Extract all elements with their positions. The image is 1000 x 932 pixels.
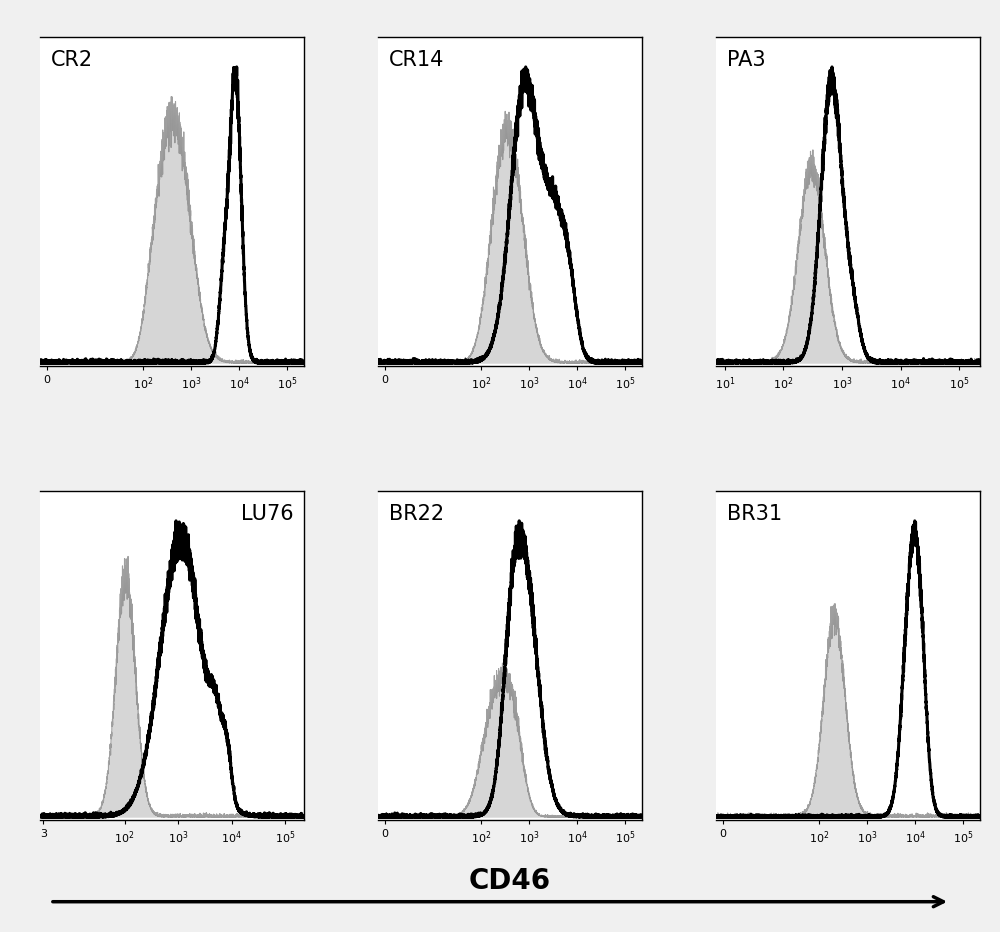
Text: BR22: BR22	[389, 504, 444, 525]
Text: CD46: CD46	[469, 867, 551, 895]
Text: PA3: PA3	[727, 50, 765, 71]
Text: CR14: CR14	[389, 50, 444, 71]
Text: LU76: LU76	[241, 504, 293, 525]
Text: CR2: CR2	[51, 50, 93, 71]
Text: BR31: BR31	[727, 504, 782, 525]
